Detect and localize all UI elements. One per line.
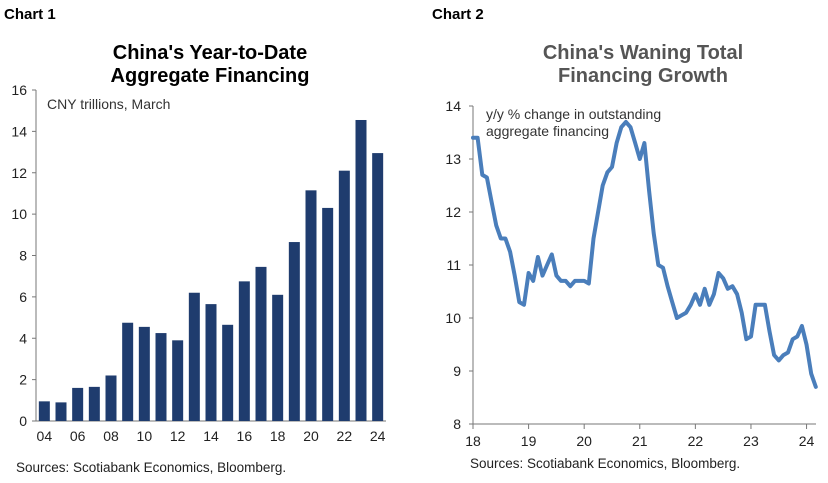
chart-2-x-tick-label: 24 [799, 433, 815, 449]
chart-1-y-tick-label: 8 [19, 248, 27, 264]
chart-2-y-tick-label: 9 [453, 363, 461, 379]
chart-1-bar-11 [155, 333, 167, 421]
chart-1-bar-07 [88, 386, 100, 421]
chart-1-bar-09 [122, 322, 134, 421]
chart-2-title-line-1: China's Waning Total [542, 42, 744, 64]
chart-2-title: China's Waning Total Financing Growth [448, 42, 828, 88]
chart-1-bar-06 [72, 387, 84, 421]
chart-1-y-tick-label: 4 [19, 330, 27, 346]
chart-1-y-tick-label: 6 [19, 289, 27, 305]
chart-1-title-line-1: China's Year-to-Date [112, 42, 308, 64]
chart-2-unit-note: y/y % change in outstanding aggregate fi… [486, 106, 662, 139]
chart-1-title-line-2: Aggregate Financing [110, 65, 310, 87]
chart-2-y-tick-label: 12 [445, 204, 461, 220]
chart-1-panel: Chart 1 China's Year-to-Date Aggregate F… [0, 0, 410, 483]
chart-1-x-tick-label: 14 [203, 428, 219, 444]
chart-2-panel: Chart 2 China's Waning Total Financing G… [418, 0, 828, 483]
chart-1-unit-note: CNY trillions, March [47, 96, 171, 112]
chart-1-label: Chart 1 [4, 6, 56, 23]
chart-1-source: Sources: Scotiabank Economics, Bloomberg… [16, 460, 287, 475]
chart-1-bar-15 [222, 324, 234, 421]
chart-1-x-tick-label: 12 [170, 428, 186, 444]
chart-1-x-tick-label: 04 [37, 428, 53, 444]
chart-2-series-line [471, 119, 818, 389]
chart-1-y-tick-label: 10 [11, 206, 27, 222]
chart-1-bar-16 [238, 281, 250, 421]
chart-1-bar-18 [272, 294, 284, 421]
chart-1-bar-21 [322, 207, 334, 421]
chart-1-x-tick-label: 06 [70, 428, 86, 444]
chart-2-source: Sources: Scotiabank Economics, Bloomberg… [470, 456, 741, 471]
chart-2-label: Chart 2 [432, 6, 484, 23]
chart-1-x-tick-label: 18 [270, 428, 286, 444]
chart-2-plot: 8 9 10 11 12 13 14 18 19 20 21 22 23 24 [445, 98, 818, 449]
chart-1-x-tick-label: 20 [303, 428, 319, 444]
chart-1-bar-14 [205, 304, 217, 421]
chart-1-y-tick-label: 0 [19, 413, 27, 429]
chart-1-bar-10 [138, 326, 150, 421]
chart-1-bar-22 [338, 170, 350, 421]
chart-1-x-tick-label: 24 [370, 428, 386, 444]
chart-2-y-tick-label: 10 [445, 310, 461, 326]
chart-1-x-tick-label: 10 [137, 428, 153, 444]
chart-1-bar-24 [372, 153, 384, 422]
chart-1-bar-04 [38, 401, 50, 421]
chart-2-y-tick-label: 8 [453, 416, 461, 432]
chart-2-x-tick-label: 23 [743, 433, 759, 449]
chart-1-bar-12 [172, 340, 184, 421]
chart-2-x-tick-label: 19 [521, 433, 537, 449]
chart-1-y-tick-label: 14 [11, 123, 27, 139]
chart-1-y-tick-label: 16 [11, 82, 27, 98]
chart-2-y-tick-label: 14 [445, 98, 461, 114]
chart-1-x-tick-label: 22 [337, 428, 353, 444]
chart-1-bar-05 [55, 402, 67, 421]
chart-2-x-tick-label: 20 [576, 433, 592, 449]
chart-1-x-tick-label: 16 [237, 428, 253, 444]
chart-1-x-tick-label: 08 [103, 428, 119, 444]
chart-1-bar-20 [305, 190, 317, 421]
chart-2-x-tick-label: 22 [688, 433, 704, 449]
chart-2-x-tick-label: 21 [632, 433, 648, 449]
chart-1-bar-08 [105, 375, 117, 421]
chart-1-y-tick-label: 12 [11, 165, 27, 181]
chart-1-title: China's Year-to-Date Aggregate Financing [30, 42, 390, 88]
chart-1-y-tick-label: 2 [19, 372, 27, 388]
chart-2-title-line-2: Financing Growth [558, 65, 728, 87]
chart-1-bar-13 [188, 292, 200, 421]
chart-1-bar-17 [255, 266, 267, 421]
chart-2-x-tick-label: 18 [465, 433, 481, 449]
chart-1-bar-23 [355, 119, 367, 421]
chart-2-y-tick-label: 11 [446, 257, 461, 273]
chart-1-bar-19 [288, 242, 300, 421]
chart-2-y-tick-label: 13 [445, 151, 461, 167]
